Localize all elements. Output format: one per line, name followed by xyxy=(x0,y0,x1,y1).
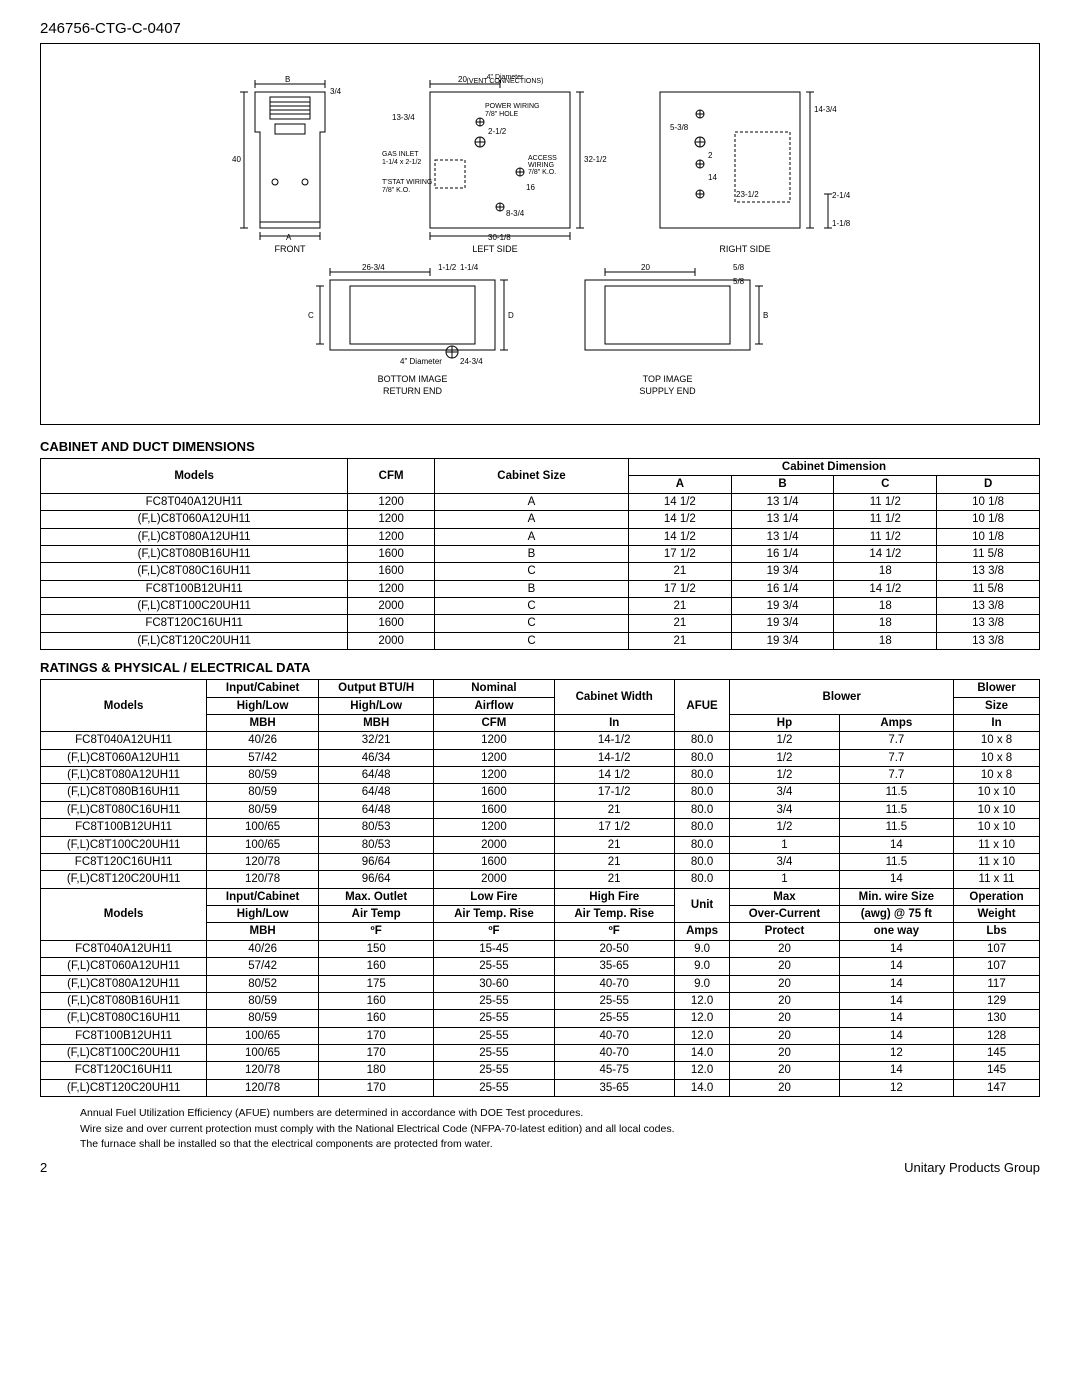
svg-text:B: B xyxy=(763,311,768,320)
svg-text:7/8" K.O.: 7/8" K.O. xyxy=(528,169,556,176)
svg-text:B: B xyxy=(285,75,290,84)
table-row: FC8T100B12UH11100/6517025-5540-7012.0201… xyxy=(41,1027,1040,1044)
svg-text:(VENT CONNECTIONS): (VENT CONNECTIONS) xyxy=(467,78,544,85)
footnote: Wire size and over current protection mu… xyxy=(40,1123,1040,1137)
svg-text:13-3/4: 13-3/4 xyxy=(392,113,415,122)
svg-text:14-3/4: 14-3/4 xyxy=(814,105,837,114)
th-C: C xyxy=(834,476,937,493)
svg-text:8-3/4: 8-3/4 xyxy=(506,209,525,218)
svg-text:5/8: 5/8 xyxy=(733,263,745,272)
table-row: (F,L)C8T080C16UH111600C2119 3/41813 3/8 xyxy=(41,563,1040,580)
dimension-diagram: B 3/4 40 A FRONT xyxy=(40,43,1040,425)
th-cab-size: Cabinet Size xyxy=(434,459,628,494)
table-row: (F,L)C8T080C16UH1180/5916025-5525-5512.0… xyxy=(41,1010,1040,1027)
svg-text:2: 2 xyxy=(708,151,713,160)
svg-text:C: C xyxy=(308,311,314,320)
ratings-table: Models Input/Cabinet Output BTU/H Nomina… xyxy=(40,679,1040,1097)
svg-text:T'STAT WIRING: T'STAT WIRING xyxy=(382,179,432,186)
svg-text:20: 20 xyxy=(641,263,650,272)
th-D: D xyxy=(937,476,1040,493)
svg-text:5-3/8: 5-3/8 xyxy=(670,123,689,132)
doc-code: 246756-CTG-C-0407 xyxy=(40,20,1040,37)
footnote: The furnace shall be installed so that t… xyxy=(40,1138,1040,1152)
svg-text:GAS INLET: GAS INLET xyxy=(382,151,419,158)
footnote: Annual Fuel Utilization Efficiency (AFUE… xyxy=(40,1107,1040,1121)
svg-text:26-3/4: 26-3/4 xyxy=(362,263,385,272)
table-row: FC8T040A12UH111200A14 1/213 1/411 1/210 … xyxy=(41,493,1040,510)
svg-text:23-1/2: 23-1/2 xyxy=(736,190,759,199)
table-row: FC8T040A12UH1140/2615015-4520-509.020141… xyxy=(41,940,1040,957)
table-row: FC8T100B12UH11100/6580/53120017 1/280.01… xyxy=(41,819,1040,836)
table-row: (F,L)C8T080A12UH1180/5964/48120014 1/280… xyxy=(41,767,1040,784)
svg-text:ACCESS: ACCESS xyxy=(528,155,557,162)
table-row: (F,L)C8T100C20UH11100/6580/5320002180.01… xyxy=(41,836,1040,853)
page-number: 2 xyxy=(40,1160,47,1175)
svg-text:24-3/4: 24-3/4 xyxy=(460,357,483,366)
th-cfm: CFM xyxy=(348,459,435,494)
th-models: Models xyxy=(41,680,207,732)
table-row: (F,L)C8T060A12UH111200A14 1/213 1/411 1/… xyxy=(41,511,1040,528)
svg-text:3/4: 3/4 xyxy=(330,87,342,96)
svg-text:D: D xyxy=(508,311,514,320)
table-row: FC8T120C16UH11120/7896/6416002180.03/411… xyxy=(41,853,1040,870)
svg-text:2-1/4: 2-1/4 xyxy=(832,191,850,200)
svg-text:4" Diameter: 4" Diameter xyxy=(400,357,442,366)
table-row: (F,L)C8T100C20UH112000C2119 3/41813 3/8 xyxy=(41,598,1040,615)
table-row: (F,L)C8T080A12UH1180/5217530-6040-709.02… xyxy=(41,975,1040,992)
svg-text:1-1/8: 1-1/8 xyxy=(832,219,850,228)
table-row: (F,L)C8T100C20UH11100/6517025-5540-7014.… xyxy=(41,1045,1040,1062)
th-A: A xyxy=(628,476,731,493)
svg-text:POWER WIRING: POWER WIRING xyxy=(485,103,539,110)
svg-text:7/8" K.O.: 7/8" K.O. xyxy=(382,187,410,194)
th-models: Models xyxy=(41,459,348,494)
table-row: (F,L)C8T080C16UH1180/5964/4816002180.03/… xyxy=(41,801,1040,818)
svg-text:32-1/2: 32-1/2 xyxy=(584,155,607,164)
svg-text:1-1/4: 1-1/4 xyxy=(460,263,479,272)
th-B: B xyxy=(731,476,834,493)
th-cab-dim: Cabinet Dimension xyxy=(628,459,1039,476)
table-row: (F,L)C8T080B16UH1180/5916025-5525-5512.0… xyxy=(41,992,1040,1009)
table-row: FC8T100B12UH111200B17 1/216 1/414 1/211 … xyxy=(41,580,1040,597)
table-row: FC8T120C16UH11120/7818025-5545-7512.0201… xyxy=(41,1062,1040,1079)
table-row: (F,L)C8T120C20UH11120/7817025-5535-6514.… xyxy=(41,1079,1040,1096)
table-row: (F,L)C8T120C20UH11120/7896/6420002180.01… xyxy=(41,871,1040,888)
svg-text:A: A xyxy=(286,233,292,242)
table-row: (F,L)C8T060A12UH1157/4246/34120014-1/280… xyxy=(41,749,1040,766)
svg-text:7/8" HOLE: 7/8" HOLE xyxy=(485,111,519,118)
table-row: FC8T040A12UH1140/2632/21120014-1/280.01/… xyxy=(41,732,1040,749)
table-row: (F,L)C8T080B16UH111600B17 1/216 1/414 1/… xyxy=(41,545,1040,562)
table-row: (F,L)C8T080B16UH1180/5964/48160017-1/280… xyxy=(41,784,1040,801)
svg-text:40: 40 xyxy=(232,155,241,164)
section1-title: CABINET AND DUCT DIMENSIONS xyxy=(40,439,1040,454)
svg-text:1-1/2: 1-1/2 xyxy=(438,263,457,272)
svg-text:WIRING: WIRING xyxy=(528,162,554,169)
table-row: (F,L)C8T060A12UH1157/4216025-5535-659.02… xyxy=(41,958,1040,975)
section2-title: RATINGS & PHYSICAL / ELECTRICAL DATA xyxy=(40,660,1040,675)
table-row: (F,L)C8T080A12UH111200A14 1/213 1/411 1/… xyxy=(41,528,1040,545)
footer-right: Unitary Products Group xyxy=(904,1160,1040,1175)
table-row: FC8T120C16UH111600C2119 3/41813 3/8 xyxy=(41,615,1040,632)
svg-text:16: 16 xyxy=(526,183,535,192)
svg-text:5/8: 5/8 xyxy=(733,277,745,286)
svg-text:1-1/4 x 2-1/2: 1-1/4 x 2-1/2 xyxy=(382,159,421,166)
table-row: (F,L)C8T120C20UH112000C2119 3/41813 3/8 xyxy=(41,632,1040,649)
svg-text:2-1/2: 2-1/2 xyxy=(488,127,507,136)
svg-text:14: 14 xyxy=(708,173,717,182)
cabinet-dimensions-table: Models CFM Cabinet Size Cabinet Dimensio… xyxy=(40,458,1040,650)
svg-text:30-1/8: 30-1/8 xyxy=(488,233,511,242)
